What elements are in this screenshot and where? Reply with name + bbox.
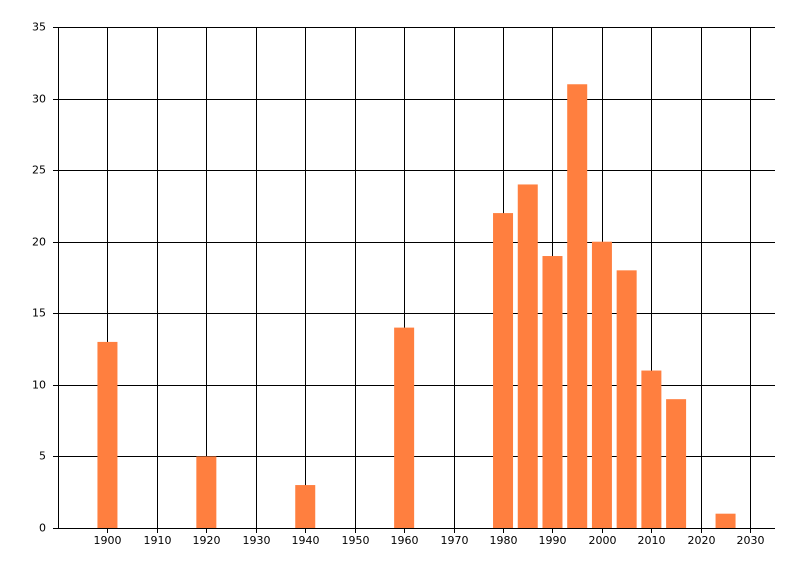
x-tick-label: 1930 [243,534,271,547]
bar [196,456,217,528]
bar [666,399,687,528]
x-tick-label: 1960 [391,534,419,547]
y-tick-label: 15 [32,307,46,320]
x-tick-label: 1980 [490,534,518,547]
x-tick-label: 1940 [292,534,320,547]
x-tick-label: 1920 [193,534,221,547]
bar [517,184,538,528]
y-tick-label: 25 [32,164,46,177]
x-tick-label: 2020 [688,534,716,547]
bar [616,270,637,528]
bar [394,327,415,528]
x-tick-label: 2030 [737,534,765,547]
bar [97,341,118,528]
x-tick-label: 2000 [589,534,617,547]
y-tick-label: 35 [32,21,46,34]
bar [542,256,563,528]
y-tick-label: 0 [39,522,46,535]
y-tick-label: 30 [32,93,46,106]
bar [567,84,588,528]
x-tick-label: 2010 [638,534,666,547]
y-tick-label: 20 [32,236,46,249]
x-tick-label: 1910 [144,534,172,547]
bar [493,213,514,529]
y-tick-label: 5 [39,450,46,463]
x-tick-label: 1950 [342,534,370,547]
bar [295,485,316,528]
x-tick-label: 1990 [539,534,567,547]
y-tick-label: 10 [32,379,46,392]
bar [591,241,612,528]
x-tick-label: 1900 [94,534,122,547]
bar [715,513,736,528]
bar [641,370,662,528]
x-tick-label: 1970 [441,534,469,547]
